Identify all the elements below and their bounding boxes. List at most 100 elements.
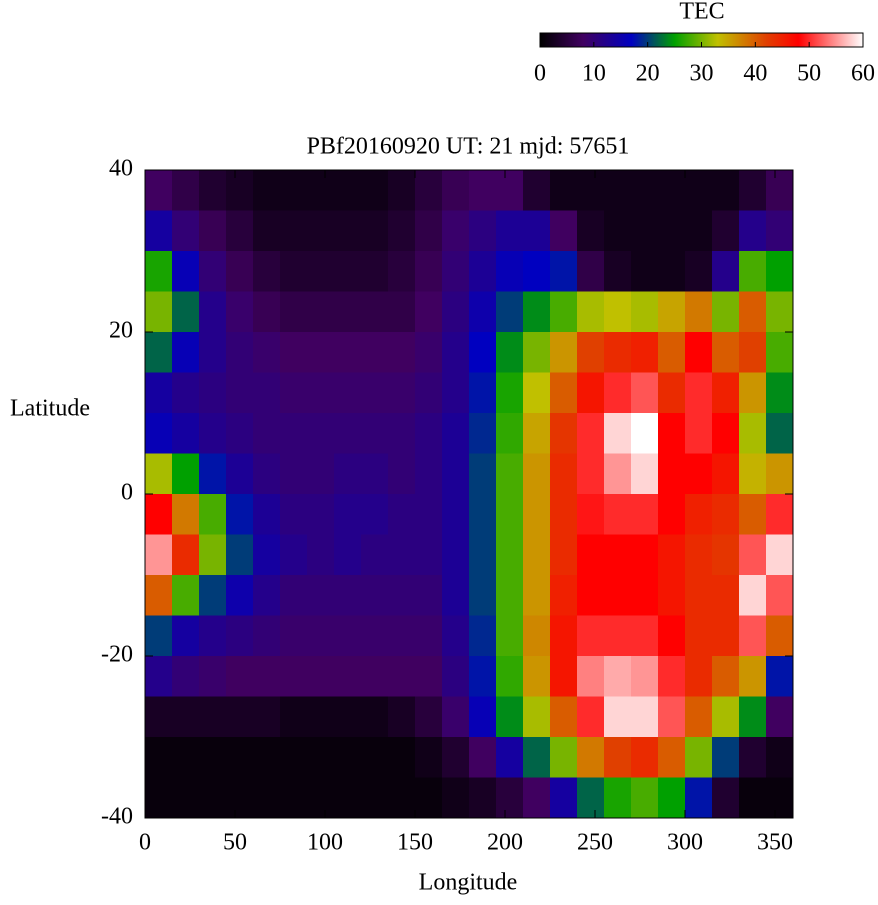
y-axis-label: Latitude [10,396,90,422]
heat-cell [712,615,740,657]
heat-cell [631,372,659,414]
heat-cell [766,494,794,535]
heat-cell [631,251,659,292]
heat-cell [226,251,254,292]
heat-cell [604,291,632,333]
heat-cell [442,372,470,414]
heat-cell [469,494,497,535]
heat-cell [712,413,740,454]
heat-cell [685,494,713,535]
heat-cell [523,413,551,454]
heat-cell [577,210,605,252]
heat-cell [712,170,740,211]
heat-cell [550,210,578,252]
heat-cell [469,332,497,373]
heat-cell [280,656,308,697]
heat-cell [523,372,551,414]
heat-cell [334,696,362,738]
heat-cell [145,291,173,333]
heat-cell [523,777,551,819]
heat-cell [739,251,767,292]
heat-cell [685,170,713,211]
heat-cell [199,534,227,576]
heat-cell [280,777,308,819]
heat-cell [712,737,740,778]
heat-cell [658,251,686,292]
heat-cell [523,696,551,738]
heat-cell [631,534,659,576]
heat-cell [604,777,632,819]
heat-cell [739,696,767,738]
heat-cell [712,291,740,333]
heat-cell [523,251,551,292]
heat-cell [442,494,470,535]
heat-cell [280,534,308,576]
heat-cell [550,453,578,495]
heat-cell [307,413,335,454]
heat-cell [496,291,524,333]
heat-cell [523,494,551,535]
heat-cell [766,210,794,252]
heat-cell [469,291,497,333]
heat-cell [523,170,551,211]
heat-cell [307,372,335,414]
heat-cell [631,575,659,616]
heat-cell [307,615,335,657]
heat-cell [199,210,227,252]
heat-cell [739,413,767,454]
heat-cell [280,291,308,333]
heat-cell [766,170,794,211]
heat-cell [280,332,308,373]
heat-cell [658,170,686,211]
heat-cell [172,777,200,819]
heat-cell [253,413,281,454]
heat-cell [334,494,362,535]
heat-cell [388,737,416,778]
heat-cell [334,413,362,454]
heat-cell [712,494,740,535]
heat-cell [550,534,578,576]
heat-cell [253,251,281,292]
heat-cell [226,575,254,616]
heat-cell [469,615,497,657]
heat-cell [577,696,605,738]
heat-cell [172,534,200,576]
heat-cell [361,615,389,657]
heat-cell [469,251,497,292]
heat-cell [739,615,767,657]
heat-cell [253,615,281,657]
heat-cell [685,696,713,738]
heat-cell [523,575,551,616]
heat-cell [442,777,470,819]
x-tick-label: 0 [139,830,151,856]
heat-cell [604,696,632,738]
heat-cell [415,615,443,657]
heat-cell [577,413,605,454]
heat-cell [388,332,416,373]
heat-cell [469,210,497,252]
heat-cell [496,615,524,657]
heat-cell [766,534,794,576]
heat-cell [631,777,659,819]
heat-cell [226,170,254,211]
heat-cell [307,777,335,819]
heat-cell [658,534,686,576]
x-tick-label: 300 [667,830,703,856]
heat-cell [253,291,281,333]
heat-cell [550,291,578,333]
heat-cell [226,494,254,535]
heat-cell [415,210,443,252]
heat-cell [361,534,389,576]
heat-cell [253,656,281,697]
heat-cell [334,372,362,414]
heat-cell [685,251,713,292]
heat-cell [550,656,578,697]
heat-cell [469,656,497,697]
heat-cell [145,737,173,778]
heat-cell [253,494,281,535]
heat-cell [766,777,794,819]
heat-cell [199,332,227,373]
heat-cell [199,413,227,454]
heat-cell [631,170,659,211]
heat-cell [361,453,389,495]
